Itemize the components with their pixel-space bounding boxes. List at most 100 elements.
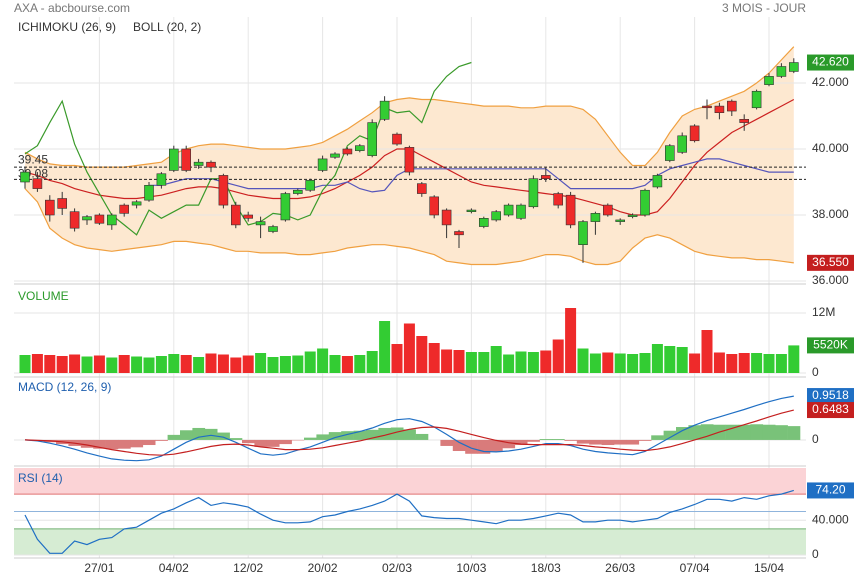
- histogram-bar: [390, 427, 404, 440]
- histogram-bar: [217, 432, 230, 440]
- histogram-bar: [750, 424, 764, 440]
- candle-body: [466, 209, 477, 213]
- volume-bar: [118, 355, 130, 373]
- candle-body: [429, 196, 440, 216]
- volume-bar: [701, 330, 713, 373]
- chart-subtitle: 3 MOIS - JOUR: [722, 1, 806, 15]
- candle-body: [677, 135, 688, 153]
- candle-body: [540, 175, 551, 179]
- volume-bar: [577, 348, 589, 373]
- value-box-label: 42.620: [812, 55, 849, 69]
- candle-body: [206, 161, 216, 168]
- histogram-bar: [105, 439, 119, 450]
- candle-body: [32, 178, 43, 189]
- volume-bar: [292, 355, 304, 373]
- histogram-bar: [130, 439, 144, 448]
- volume-bar: [391, 344, 403, 373]
- y-tick-label: 12M: [812, 305, 835, 319]
- ichimoku-chikou: [24, 61, 472, 236]
- value-box: [807, 337, 854, 354]
- volume-bar: [31, 354, 43, 373]
- volume-bar: [651, 344, 663, 373]
- candle-body: [255, 221, 266, 226]
- legend-bollinger: BOLL (20, 2): [133, 20, 201, 34]
- candle-body: [156, 173, 167, 186]
- chart-title: AXA - abcbourse.com: [14, 1, 130, 15]
- candle-body: [553, 193, 564, 206]
- histogram-bar: [304, 437, 317, 440]
- y-tick-label: 0: [812, 432, 819, 446]
- candle-body: [82, 216, 92, 221]
- candle-body: [565, 194, 576, 226]
- volume-bar: [354, 355, 366, 373]
- candle-body: [131, 201, 142, 206]
- candle-body: [702, 105, 712, 109]
- histogram-bar: [552, 439, 565, 440]
- candle-body: [441, 209, 452, 226]
- volume-bar: [267, 357, 279, 373]
- indicator-line: [24, 409, 794, 456]
- volume-bar: [441, 349, 453, 373]
- volume-bar: [155, 356, 167, 373]
- candle-body: [454, 231, 464, 236]
- y-tick-label: 40.000: [812, 141, 849, 155]
- volume-bar: [341, 356, 353, 373]
- histogram-bar: [167, 434, 181, 440]
- histogram-bar: [490, 439, 503, 452]
- candle-body: [94, 214, 105, 224]
- candle-body: [144, 185, 154, 201]
- x-tick-label: 04/02: [159, 561, 189, 575]
- candle-body: [218, 175, 229, 206]
- volume-bar: [255, 353, 267, 373]
- volume-bar: [180, 355, 192, 373]
- value-box-label: 74.20: [815, 483, 845, 497]
- volume-bar: [478, 352, 490, 373]
- volume-bar: [676, 347, 688, 373]
- histogram-bar: [601, 439, 615, 446]
- volume-bar: [242, 355, 254, 373]
- histogram-bar: [229, 438, 243, 440]
- histogram-bar: [576, 439, 590, 444]
- candle-body: [193, 161, 204, 166]
- volume-bar: [329, 355, 341, 373]
- candle-body: [57, 198, 68, 209]
- candle-body: [689, 125, 700, 142]
- histogram-bar: [118, 439, 131, 449]
- volume-bar: [428, 343, 440, 373]
- histogram-bar: [266, 439, 280, 447]
- x-tick-label: 26/03: [605, 561, 635, 575]
- candle-body: [280, 193, 291, 221]
- volume-bar: [639, 353, 651, 373]
- volume-bar: [217, 354, 229, 373]
- histogram-bar: [651, 435, 664, 440]
- volume-bar: [602, 352, 614, 373]
- value-box: [807, 402, 854, 419]
- histogram-bar: [663, 430, 677, 440]
- volume-bar: [453, 350, 465, 373]
- volume-bar: [131, 356, 143, 373]
- x-tick-label: 27/01: [84, 561, 114, 575]
- volume-bar: [490, 346, 502, 373]
- histogram-bar: [180, 430, 193, 440]
- volume-bar: [465, 352, 477, 373]
- y-tick-label: 0: [812, 365, 819, 379]
- candle-body: [416, 183, 427, 194]
- candle-body: [640, 189, 650, 216]
- volume-bar: [69, 354, 81, 373]
- x-tick-label: 12/02: [233, 561, 263, 575]
- histogram-bar: [775, 425, 788, 440]
- y-tick-label: 42.000: [812, 75, 849, 89]
- histogram-bar: [502, 439, 516, 449]
- volume-bar: [775, 354, 787, 373]
- candle-body: [714, 105, 725, 113]
- volume-bar: [527, 352, 539, 373]
- histogram-bar: [539, 439, 553, 440]
- value-box: [807, 482, 854, 499]
- histogram-bar: [242, 439, 255, 444]
- bollinger-lower: [24, 188, 794, 266]
- volume-bar: [589, 353, 601, 373]
- indicator-line: [24, 395, 794, 462]
- y-tick-label: 0: [812, 547, 819, 561]
- histogram-bar: [155, 439, 168, 441]
